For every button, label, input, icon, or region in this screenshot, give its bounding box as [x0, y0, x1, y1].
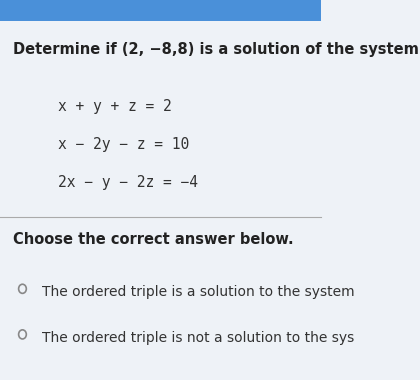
FancyBboxPatch shape [0, 0, 321, 21]
Text: Determine if (2, −8,8) is a solution of the system.: Determine if (2, −8,8) is a solution of … [13, 42, 420, 57]
Text: The ordered triple is a solution to the system: The ordered triple is a solution to the … [42, 285, 354, 299]
Text: x + y + z = 2: x + y + z = 2 [58, 99, 171, 114]
Text: 2x − y − 2z = −4: 2x − y − 2z = −4 [58, 175, 198, 190]
Text: x − 2y − z = 10: x − 2y − z = 10 [58, 137, 189, 152]
Text: The ordered triple is not a solution to the sys: The ordered triple is not a solution to … [42, 331, 354, 345]
Text: Choose the correct answer below.: Choose the correct answer below. [13, 232, 294, 247]
